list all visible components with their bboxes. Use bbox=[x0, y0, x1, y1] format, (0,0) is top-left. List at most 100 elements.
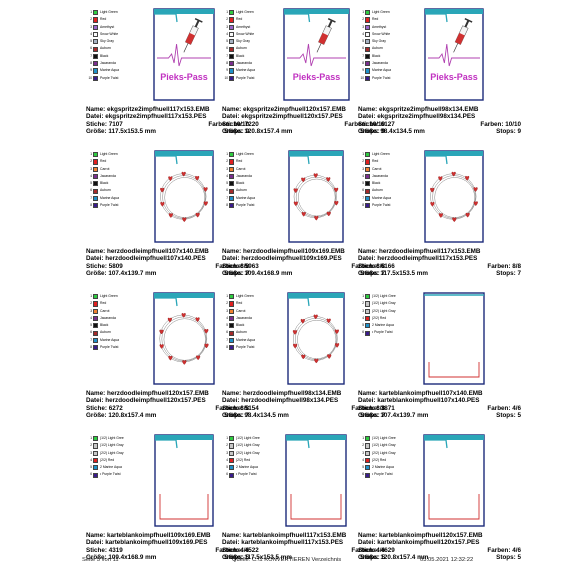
legend-label: Black bbox=[372, 53, 381, 58]
color-swatch bbox=[229, 465, 234, 471]
legend-label: Purple Twist bbox=[100, 345, 119, 350]
info-row: Name: karteblankoimpfhuell117x153.EMB bbox=[222, 532, 387, 539]
legend-number: 3 bbox=[226, 24, 228, 29]
stitches-label: Stiche: bbox=[86, 262, 107, 270]
colors-label: Farben: bbox=[487, 262, 511, 270]
color-swatch bbox=[365, 457, 370, 464]
heart-icon bbox=[195, 212, 200, 218]
design-drawing: Pieks-Pass bbox=[424, 8, 484, 101]
legend-label: Black bbox=[236, 181, 245, 186]
stop-count: 7 bbox=[245, 412, 249, 420]
color-count: 10/10 bbox=[233, 120, 249, 128]
legend-label: Carrot bbox=[236, 166, 246, 171]
legend-label: Light Green bbox=[372, 152, 390, 156]
design-drawing bbox=[285, 434, 347, 527]
legend-item: 6 Auburn bbox=[223, 45, 283, 52]
color-swatch bbox=[365, 24, 370, 30]
top-band bbox=[289, 151, 343, 156]
legend-label: Auburn bbox=[100, 46, 111, 51]
legend-label: • Purple Twist bbox=[236, 472, 257, 477]
color-count: 8/8 bbox=[240, 262, 249, 270]
color-swatch bbox=[93, 17, 98, 23]
pocket-line bbox=[159, 494, 209, 520]
color-swatch bbox=[229, 31, 234, 38]
legend-label: Auburn bbox=[236, 188, 247, 193]
color-swatch bbox=[229, 308, 234, 314]
legend-item: 8 Purple Twist bbox=[223, 202, 283, 209]
design-preview: Pieks-Pass bbox=[282, 8, 350, 101]
info-row: Stiche: 5809 Farben: 8/8 bbox=[86, 263, 251, 270]
name-label: Name: bbox=[86, 390, 106, 397]
legend-label: Marine Aqua bbox=[100, 68, 120, 73]
stop-count: 5 bbox=[517, 412, 521, 420]
legend-number: 4 bbox=[362, 31, 364, 36]
legend-number: 2 bbox=[90, 443, 92, 448]
legend-item: 4 Jacaranda bbox=[359, 173, 419, 180]
legend-label: Light Green bbox=[100, 152, 118, 156]
legend-item: 5 Sky Gray bbox=[87, 38, 147, 45]
legend-label: Marine Aqua bbox=[372, 68, 392, 73]
wreath-ring bbox=[297, 320, 337, 359]
color-swatch bbox=[365, 181, 370, 187]
legend-label: Light Green bbox=[236, 10, 254, 14]
legend-item: 5 2 Marine Aqua bbox=[359, 322, 419, 329]
color-legend: 1 Light Green 2 Red 3 Carrot 4 Jacaranda 5 Black 6… bbox=[223, 151, 283, 209]
pocket-notch bbox=[425, 155, 448, 165]
legend-number: 7 bbox=[362, 195, 364, 200]
design-preview bbox=[423, 292, 485, 385]
design-size: 107.4x139.7 mm bbox=[380, 412, 429, 420]
top-band bbox=[425, 151, 483, 156]
legend-number: 9 bbox=[226, 68, 228, 73]
legend-item: 1 Light Green bbox=[359, 9, 419, 16]
stops-field: Stops: 5 bbox=[496, 412, 521, 419]
heart-icon bbox=[204, 343, 209, 349]
legend-number: 1 bbox=[362, 152, 364, 156]
color-swatch bbox=[365, 465, 370, 471]
card-outline bbox=[423, 292, 485, 385]
heart-icon bbox=[438, 213, 443, 218]
color-swatch bbox=[229, 46, 234, 52]
info-row: Name: herzdoodleimpfhuell120x157.EMB bbox=[86, 390, 251, 397]
legend-number: 2 bbox=[362, 443, 364, 448]
legend-number: 6 bbox=[90, 46, 92, 51]
colors-label: Farben: bbox=[487, 546, 511, 554]
design-file: herzdoodleimpfhuell120x157.PES bbox=[105, 397, 206, 405]
design-drawing bbox=[423, 292, 485, 385]
legend-number: 10 bbox=[360, 75, 364, 80]
color-swatch bbox=[365, 61, 370, 67]
heart-icon bbox=[168, 176, 173, 181]
stitch-count: 4522 bbox=[244, 546, 259, 554]
color-swatch bbox=[229, 436, 234, 442]
design-size: 117.5x153.5 mm bbox=[380, 270, 429, 278]
info-row: Datei: karteblankoimpfhuell107x140.PES bbox=[358, 397, 523, 404]
info-row: Stiche: 7220 Farben: 10/10 bbox=[222, 121, 387, 128]
legend-number: 1 bbox=[362, 436, 364, 440]
legend-number: 2 bbox=[362, 17, 364, 22]
design-preview: Pieks-Pass bbox=[424, 8, 484, 101]
stops-field: Stops: 5 bbox=[496, 554, 521, 561]
design-name: ekgspritze2impfhuell120x157.EMB bbox=[243, 106, 346, 113]
wreath-ring bbox=[432, 175, 476, 219]
footer-source: Quelle: C:\1 KONVERTIEREN Verzeichnis bbox=[232, 557, 342, 563]
legend-number: 5 bbox=[226, 465, 228, 470]
size-label: Größe: bbox=[222, 270, 243, 278]
color-swatch bbox=[93, 188, 98, 194]
heart-icon bbox=[327, 354, 332, 359]
legend-label: Black bbox=[100, 181, 109, 186]
heart-icon bbox=[292, 330, 297, 335]
heart-icon bbox=[438, 176, 443, 181]
design-file: ekgspritze2impfhuell98x134.PES bbox=[377, 113, 476, 121]
legend-label: Black bbox=[372, 181, 381, 186]
color-count: 8/8 bbox=[376, 404, 385, 412]
stitch-count: 5963 bbox=[244, 262, 259, 270]
legend-item: 1 Light Green bbox=[223, 151, 283, 158]
legend-item: 9 Marine Aqua bbox=[87, 67, 147, 74]
legend-item: 1 (1/2) Light Gree bbox=[359, 293, 419, 300]
design-file: herzdoodleimpfhuell117x153.PES bbox=[377, 255, 478, 263]
color-count: 8/8 bbox=[240, 404, 249, 412]
legend-item: 1 Light Green bbox=[223, 9, 283, 16]
legend-item: 8 Jacaranda bbox=[359, 60, 419, 67]
legend-item: 4 (2/2) Red bbox=[359, 315, 419, 322]
syringe-icon bbox=[316, 17, 336, 53]
legend-item: 2 (1/2) Light Gray bbox=[359, 300, 419, 307]
